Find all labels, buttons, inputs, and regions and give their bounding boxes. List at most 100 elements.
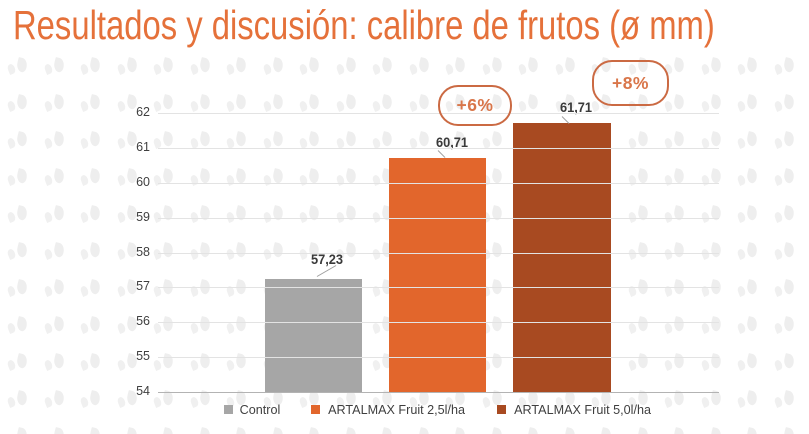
leaf-icon [79, 56, 102, 75]
leaf-icon [225, 426, 248, 434]
leaf-icon [79, 426, 102, 434]
leaf-icon [517, 426, 540, 434]
leaf-icon [517, 56, 540, 75]
leaf-icon [736, 93, 759, 112]
leaf-icon [261, 56, 285, 75]
legend-label-control: Control [239, 402, 281, 417]
leaf-icon [79, 278, 102, 297]
leaf-icon [79, 315, 102, 334]
leaf-icon [42, 130, 66, 149]
leaf-icon [772, 426, 796, 434]
leaf-icon [736, 315, 759, 334]
data-label-artalmax-fruit-5-0: 61,71 [559, 100, 593, 115]
leaf-icon [407, 426, 431, 434]
leaf-icon [188, 426, 212, 434]
leaf-icon [298, 56, 321, 75]
gridline-61 [158, 147, 719, 149]
leaf-icon [298, 93, 321, 112]
gridline-57 [158, 287, 719, 289]
leaf-icon [42, 204, 66, 223]
y-axis-tick-60: 60 [136, 174, 150, 189]
leaf-icon [115, 56, 139, 75]
leaf-icon [152, 426, 175, 434]
leaf-icon [115, 426, 139, 434]
leader-line-artalmax-fruit-2-5 [437, 150, 446, 158]
leaf-icon [553, 426, 577, 434]
leaf-icon [626, 426, 650, 434]
leaf-icon [663, 56, 686, 75]
leaf-icon [79, 241, 102, 260]
annotation-bubble-plus6: +6% [438, 85, 512, 126]
leaf-icon [736, 241, 759, 260]
leaf-icon [772, 241, 796, 260]
leaf-icon [6, 167, 29, 186]
y-axis-tick-55: 55 [136, 349, 150, 364]
bar-artalmax-fruit-2-5 [389, 158, 486, 392]
leaf-icon [6, 93, 29, 112]
leaf-icon [371, 426, 394, 434]
leaf-icon [699, 56, 723, 75]
leaf-icon [371, 93, 394, 112]
leaf-icon [42, 167, 66, 186]
leaf-icon [225, 93, 248, 112]
legend-marker-control [223, 405, 233, 414]
y-axis-tick-59: 59 [136, 209, 150, 224]
leaf-icon [736, 426, 759, 434]
legend-item-control: Control [223, 402, 281, 417]
leaf-icon [6, 352, 29, 371]
y-axis-tick-57: 57 [136, 279, 150, 294]
leaf-icon [79, 93, 102, 112]
chart-legend: Control ARTALMAX Fruit 2,5l/ha ARTALMAX … [158, 402, 719, 417]
leaf-icon [42, 278, 66, 297]
data-label-artalmax-fruit-2-5: 60,71 [435, 135, 469, 150]
gridline-55 [158, 357, 719, 359]
leaf-icon [444, 426, 467, 434]
leaf-icon [6, 241, 29, 260]
legend-marker-artalmax-fruit-2-5 [310, 405, 320, 414]
leaf-icon [772, 389, 796, 408]
gridline-60 [158, 182, 719, 184]
legend-marker-artalmax-fruit-5-0 [496, 405, 506, 414]
leaf-icon [79, 352, 102, 371]
leaf-icon [188, 56, 212, 75]
leaf-icon [736, 389, 759, 408]
leaf-icon [772, 315, 796, 334]
gridline-58 [158, 252, 719, 254]
leaf-icon [6, 56, 29, 75]
leaf-icon [79, 389, 102, 408]
leaf-icon [736, 352, 759, 371]
y-axis-tick-54: 54 [136, 384, 150, 398]
leaf-icon [772, 352, 796, 371]
leaf-icon [334, 93, 358, 112]
leaf-icon [6, 315, 29, 334]
leaf-icon [42, 241, 66, 260]
leaf-icon [42, 426, 66, 434]
leaf-icon [6, 130, 29, 149]
leaf-icon [590, 426, 613, 434]
leaf-icon [79, 167, 102, 186]
leaf-icon [736, 130, 759, 149]
leaf-icon [225, 56, 248, 75]
leaf-icon [6, 278, 29, 297]
leaf-icon [663, 426, 686, 434]
leaf-icon [772, 56, 796, 75]
y-axis-tick-58: 58 [136, 244, 150, 259]
y-axis-tick-62: 62 [136, 105, 150, 119]
gridline-54 [158, 392, 719, 393]
leaf-icon [553, 56, 577, 75]
annotation-bubble-plus8: +8% [592, 60, 669, 106]
leaf-icon [188, 93, 212, 112]
gridline-56 [158, 322, 719, 324]
leaf-icon [699, 93, 723, 112]
gridline-59 [158, 217, 719, 219]
leaf-icon [152, 56, 175, 75]
leaf-icon [480, 56, 504, 75]
leaf-icon [772, 278, 796, 297]
leaf-icon [42, 93, 66, 112]
leaf-icon [480, 426, 504, 434]
leaf-icon [772, 167, 796, 186]
leaf-icon [736, 56, 759, 75]
leaf-icon [736, 167, 759, 186]
leaf-icon [772, 204, 796, 223]
